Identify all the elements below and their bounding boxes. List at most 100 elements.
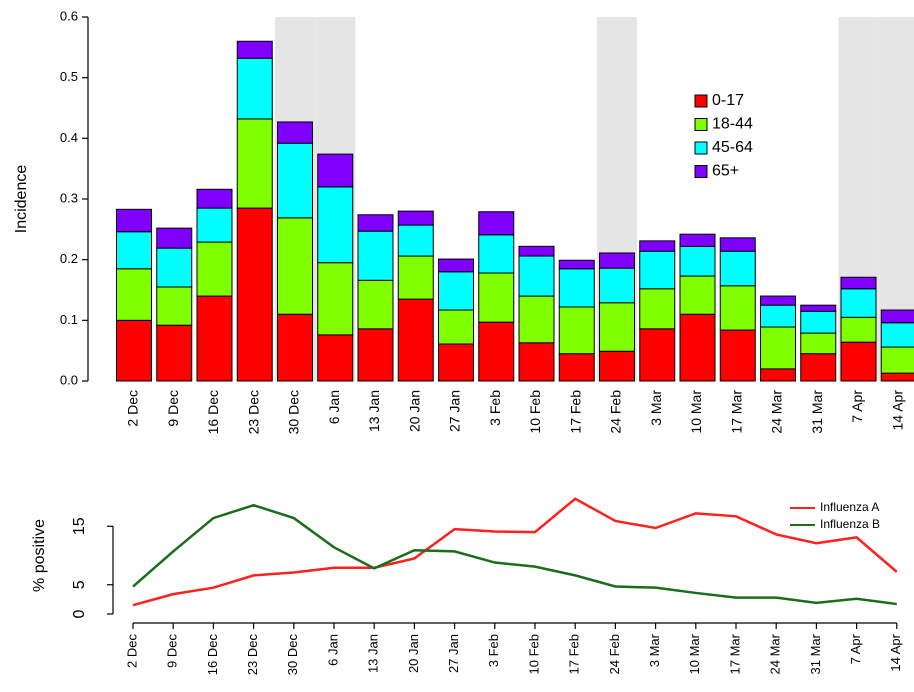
bar-segment [277, 217, 313, 315]
bar-segment [719, 250, 756, 287]
bar-segment [116, 319, 152, 382]
bar-segment [196, 188, 233, 209]
x-tick-label: 23 Dec [245, 634, 260, 676]
x-tick-label: 24 Mar [768, 633, 783, 674]
bar-segment [478, 272, 515, 323]
x-tick-label: 9 Dec [165, 634, 180, 668]
y-tick-label: 0.3 [60, 190, 78, 205]
x-tick-label: 30 Dec [285, 634, 300, 676]
bar-segment [357, 328, 394, 382]
bar-segment [719, 237, 756, 252]
x-tick-label: 10 Feb [527, 390, 543, 434]
bar-segment [357, 214, 394, 232]
bar-segment [840, 288, 877, 318]
y-tick-label: 0.2 [60, 251, 78, 266]
bar-segment [679, 275, 716, 315]
bar-segment [317, 186, 354, 264]
legend-label: Influenza B [820, 517, 880, 531]
bar-segment [518, 342, 555, 382]
bar-segment [438, 258, 474, 273]
bar-segment [236, 207, 273, 382]
legend-swatch [694, 94, 708, 108]
bar-segment [397, 298, 434, 382]
bar-segment [277, 121, 313, 144]
bar-segment [679, 233, 716, 247]
bar-segment [558, 353, 595, 382]
bar-segment [236, 118, 273, 209]
legend-swatch [694, 165, 708, 178]
bar-segment [397, 224, 434, 257]
bar-segment [478, 234, 515, 274]
bar-segment [558, 306, 595, 355]
x-tick-label: 13 Jan [366, 634, 381, 673]
bar-segment [760, 295, 796, 306]
x-tick-label: 27 Jan [447, 390, 463, 432]
y-axis-title: Incidence [13, 165, 30, 234]
legend-swatch [694, 141, 708, 155]
bar-segment [438, 271, 474, 311]
bar-segment [357, 279, 394, 330]
bar-segment [236, 57, 273, 120]
bar-segment [760, 304, 796, 328]
x-tick-label: 3 Mar [648, 390, 664, 426]
bar-segment [277, 142, 313, 219]
y-tick-label: 0.4 [60, 130, 78, 145]
x-tick-label: 3 Mar [647, 633, 662, 667]
bar-segment [478, 321, 515, 382]
x-tick-label: 24 Mar [769, 390, 785, 434]
bar-segment [317, 153, 354, 188]
bar-segment [518, 255, 555, 297]
x-tick-label: 17 Mar [728, 390, 744, 434]
bar-segment [599, 252, 635, 269]
bar-segment [397, 210, 434, 226]
bar-segment [156, 324, 193, 382]
bar-segment [599, 267, 635, 304]
x-tick-label: 6 Jan [325, 634, 340, 666]
x-tick-label: 7 Apr [849, 390, 865, 423]
bar-segment [438, 343, 474, 382]
bar-segment [116, 231, 152, 270]
bar-segment [196, 295, 233, 382]
bar-segment [357, 230, 394, 281]
y-axis-title: % positive [31, 519, 48, 592]
y-tick-label: 0.0 [60, 372, 78, 387]
bar-segment [518, 245, 555, 257]
y-tick-label: 0 [71, 609, 88, 618]
bar-segment [558, 259, 595, 270]
bar-segment [277, 313, 313, 382]
legend-swatch [694, 118, 708, 131]
bar-segment [156, 286, 193, 326]
legend-label: 18-44 [712, 116, 753, 133]
x-tick-label: 27 Jan [446, 634, 461, 673]
legend-label: 0-17 [712, 92, 744, 109]
bar-segment [639, 240, 676, 252]
bar-segment [880, 372, 914, 382]
bar-segment [478, 211, 515, 236]
x-tick-label: 23 Dec [245, 390, 261, 434]
x-tick-label: 3 Feb [486, 634, 501, 667]
x-tick-label: 14 Apr [889, 390, 905, 431]
bar-segment [840, 341, 877, 382]
bar-segment [156, 247, 193, 288]
bar-segment [880, 346, 914, 374]
x-tick-label: 31 Mar [809, 390, 825, 434]
x-tick-label: 9 Dec [165, 390, 181, 427]
bar-segment [719, 285, 756, 331]
x-tick-label: 17 Feb [567, 634, 582, 674]
x-tick-label: 10 Feb [526, 634, 541, 674]
x-tick-label: 13 Jan [366, 390, 382, 432]
y-tick-label: 15 [71, 517, 88, 535]
bar-segment [760, 368, 796, 382]
x-tick-label: 16 Dec [205, 634, 220, 676]
x-tick-label: 17 Mar [727, 633, 742, 674]
bar-segment [679, 245, 716, 277]
x-tick-label: 6 Jan [326, 390, 342, 424]
bar-segment [518, 295, 555, 344]
y-tick-label: 0.5 [60, 69, 78, 84]
x-tick-label: 16 Dec [205, 390, 221, 434]
y-tick-label: 0.6 [60, 8, 78, 23]
bar-segment [599, 302, 635, 352]
x-tick-label: 10 Mar [688, 390, 704, 434]
line-series [132, 497, 898, 607]
